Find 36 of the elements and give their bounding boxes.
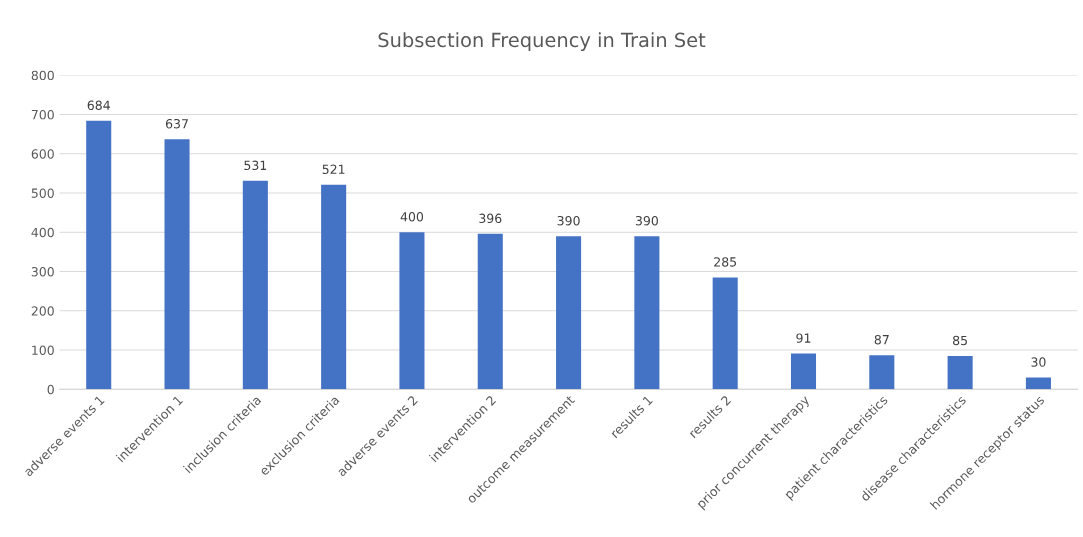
- bar: [321, 184, 347, 390]
- data-label: 390: [635, 215, 658, 226]
- bar: [242, 180, 268, 390]
- y-tick-label: 300: [31, 266, 54, 277]
- y-tick-label: 500: [31, 188, 54, 198]
- bar: [556, 236, 582, 390]
- data-label: 87: [874, 334, 889, 345]
- data-label: 85: [953, 335, 967, 346]
- y-tick-label: 600: [31, 149, 54, 159]
- data-label: 390: [557, 215, 580, 226]
- data-label: 521: [322, 164, 345, 174]
- data-label: 91: [796, 333, 811, 343]
- y-tick-label: 400: [31, 227, 54, 238]
- y-tick-label: 100: [32, 345, 54, 355]
- bar: [869, 355, 895, 390]
- bar: [86, 120, 112, 390]
- data-label: 684: [87, 100, 110, 110]
- chart-title: Subsection Frequency in Train Set: [378, 32, 706, 52]
- bar: [712, 277, 738, 390]
- bar: [947, 355, 973, 390]
- y-tick-label: 200: [31, 306, 54, 316]
- bar: [790, 353, 817, 390]
- data-label: 637: [165, 118, 188, 129]
- bar: [477, 233, 503, 390]
- data-label: 396: [479, 213, 502, 224]
- bar: [634, 236, 660, 390]
- data-label: 285: [714, 257, 737, 267]
- y-tick-label: 800: [31, 70, 54, 81]
- data-label: 531: [244, 160, 267, 171]
- y-tick-label: 0: [47, 384, 54, 395]
- bar: [164, 139, 190, 390]
- bar: [1025, 377, 1051, 390]
- data-label: 30: [1031, 357, 1046, 367]
- data-label: 400: [400, 212, 424, 222]
- bar: [399, 232, 425, 390]
- y-tick-label: 700: [31, 109, 54, 120]
